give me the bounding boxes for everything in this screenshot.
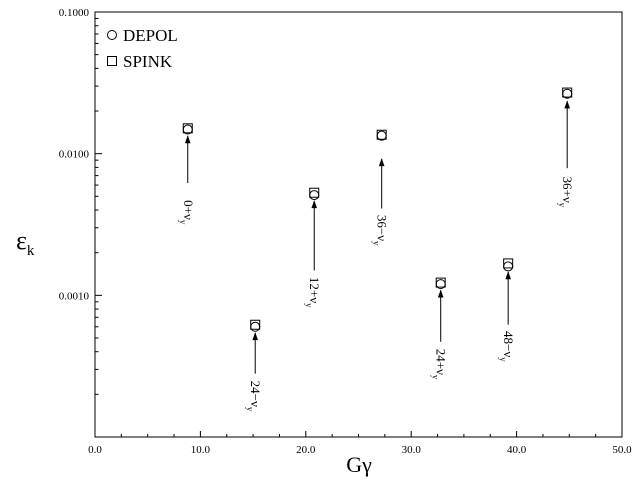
annotation-label: 24+νy — [431, 349, 449, 380]
annotation-arrowhead — [311, 200, 318, 209]
annotation-label-main: 36−ν — [375, 215, 390, 241]
legend-marker-depol — [107, 30, 117, 40]
annotation-label-main: 48−ν — [501, 331, 516, 357]
x-tick-label: 0.0 — [88, 444, 102, 456]
x-tick-label: 40.0 — [507, 444, 527, 456]
annotation-arrowhead — [184, 135, 191, 144]
x-tick-label: 30.0 — [402, 444, 422, 456]
point-spink — [250, 319, 261, 330]
point-spink — [562, 87, 573, 98]
point-spink — [309, 187, 320, 198]
annotation-label: 48−νy — [498, 331, 516, 362]
annotation-label-main: 24+ν — [434, 349, 449, 375]
annotation-label-sub: y — [557, 203, 567, 208]
point-spink — [435, 277, 446, 288]
legend-label-depol: DEPOL — [123, 26, 178, 45]
annotation-label-main: 36+ν — [560, 176, 575, 202]
annotation-label-sub: y — [304, 303, 314, 308]
x-axis-label: Gγ — [346, 452, 372, 477]
legend: DEPOL SPINK — [107, 26, 178, 71]
y-axis-label: εk — [16, 226, 35, 259]
annotation-arrowhead — [378, 158, 385, 167]
annotation-arrowhead — [437, 289, 444, 298]
point-spink — [376, 129, 387, 140]
legend-marker-spink — [107, 56, 117, 66]
annotation-label-sub: y — [431, 375, 441, 380]
point-depol — [250, 321, 261, 332]
x-tick-label: 10.0 — [191, 444, 211, 456]
annotation-label-main: 12+ν — [307, 277, 322, 303]
annotation-label: 36+νy — [557, 176, 575, 207]
annotation-label: 0+νy — [178, 200, 196, 225]
annotation-label-sub: y — [498, 357, 508, 362]
plot-frame — [94, 11, 623, 438]
y-axis: 0.0010 0.0100 0.1000 — [59, 7, 102, 438]
annotation-label-sub: y — [372, 241, 382, 246]
annotation-label: 36−νy — [372, 215, 390, 246]
annotation-arrowhead — [252, 332, 259, 341]
x-tick-label: 50.0 — [612, 444, 632, 456]
x-axis: 0.0 10.0 20.0 30.0 40.0 50.0 — [88, 431, 632, 456]
annotation-label-sub: y — [178, 220, 188, 225]
annotation-label: 24−νy — [245, 381, 263, 412]
point-depol — [309, 190, 320, 201]
annotation-label-main: 24−ν — [248, 381, 263, 407]
annotation-label-sub: y — [245, 407, 255, 412]
legend-label-spink: SPINK — [123, 52, 173, 71]
point-spink — [182, 123, 193, 134]
annotation-label-main: 0+ν — [181, 200, 196, 220]
annotation-arrowhead — [505, 271, 511, 280]
y-tick-label: 0.0100 — [59, 149, 90, 161]
x-tick-label: 20.0 — [296, 444, 316, 456]
point-spink — [503, 258, 514, 269]
y-axis-label-main: ε — [16, 226, 27, 255]
annotation-arrowhead — [564, 100, 570, 109]
annotation-label: 12+νy — [304, 277, 322, 308]
point-depol — [503, 261, 514, 272]
data-points — [182, 87, 573, 332]
y-axis-label-sub: k — [27, 243, 35, 259]
y-tick-label: 0.1000 — [59, 7, 90, 19]
y-tick-label: 0.0010 — [59, 290, 90, 302]
